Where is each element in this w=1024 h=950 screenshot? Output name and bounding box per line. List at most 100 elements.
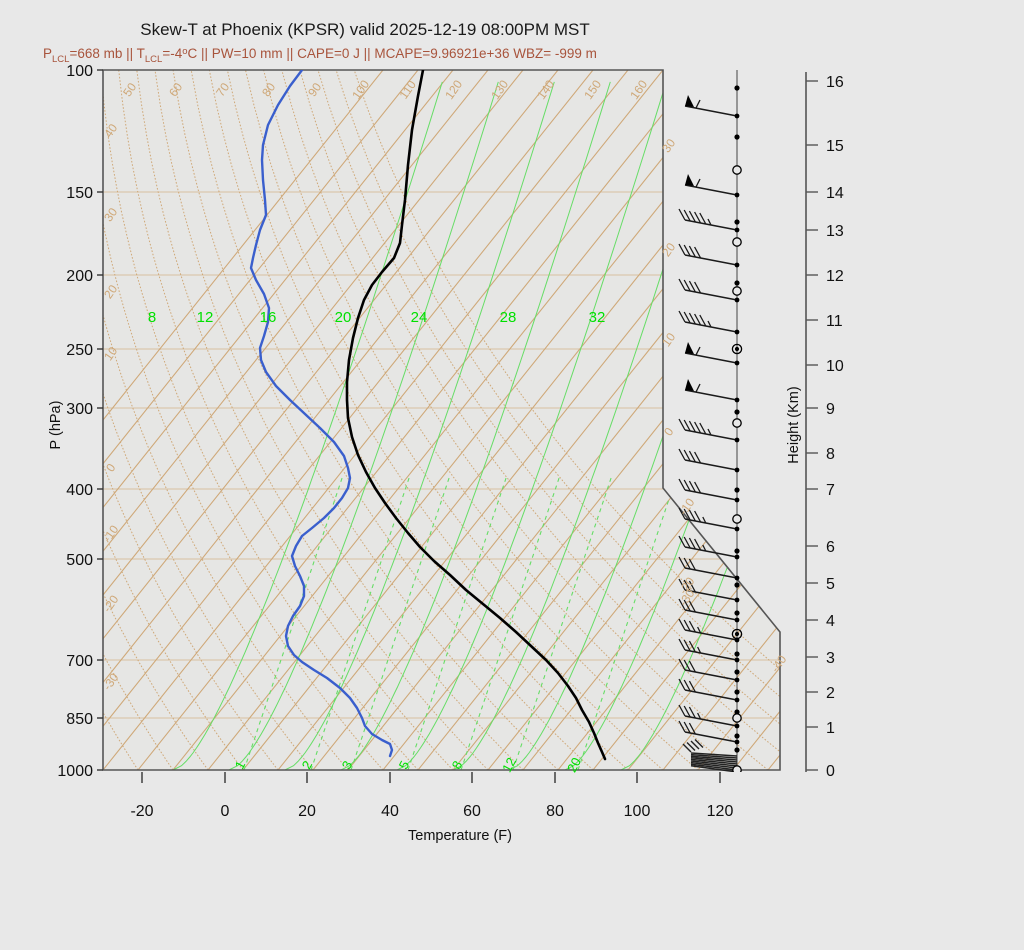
wind-level-dot <box>734 134 740 140</box>
wind-barb-origin <box>734 262 740 268</box>
wind-barb-feather <box>688 280 696 293</box>
wind-barb-feather <box>678 556 686 569</box>
wind-barb-feather <box>678 278 686 291</box>
isotherm-line-90 <box>522 70 780 770</box>
isotherm-line-120 <box>627 70 780 770</box>
grid-layer <box>103 70 780 770</box>
wind-barb-shaft <box>690 752 738 757</box>
dry-adiabat-120 <box>208 70 629 770</box>
mixing-ratio-line-8 <box>460 475 561 770</box>
wind-barb-shaft <box>684 289 738 301</box>
sounding-curves <box>249 70 607 761</box>
pressure-tick-label: 300 <box>66 401 93 418</box>
wind-barb-panel <box>678 70 743 772</box>
isotherm-line--70 <box>103 70 524 770</box>
pressure-tick-label: 500 <box>66 552 93 569</box>
wind-barb-shaft <box>684 649 738 661</box>
moist-adiabat-3 <box>340 81 611 770</box>
wind-barb-feather <box>678 418 686 431</box>
pressure-tick-label: 700 <box>66 653 93 670</box>
wind-barb-shaft <box>684 629 738 641</box>
tlcl-value: =-4 <box>162 46 182 61</box>
wind-barb-half-feather <box>695 346 701 356</box>
wind-barb-feather <box>688 680 696 693</box>
wind-barb-feather <box>688 706 696 719</box>
height-tick-label: 9 <box>826 401 835 418</box>
wind-barb-feather <box>688 640 696 653</box>
wind-barb-feather <box>699 314 707 327</box>
height-tick-label: 4 <box>826 613 835 630</box>
wind-barb-shaft <box>690 753 738 759</box>
temperature-axis-title: Temperature (F) <box>408 828 512 844</box>
wind-barb-half-feather <box>702 516 707 524</box>
mixing-ratio-line-5 <box>407 475 508 770</box>
wind-barb-origin <box>734 297 740 303</box>
wind-level-dot <box>734 409 740 415</box>
wind-barb-feather <box>688 312 696 325</box>
wind-speed-label: 24 <box>411 309 428 326</box>
height-tick-label: 12 <box>826 268 844 285</box>
temperature-curve <box>345 70 607 761</box>
wind-barb-feather <box>688 620 696 633</box>
temperature-tick-label: 100 <box>624 803 651 820</box>
wind-barb-feather <box>694 510 702 523</box>
height-tick-label: 5 <box>826 576 835 593</box>
wind-barb-feather <box>683 311 691 324</box>
wind-barb-origin <box>734 617 740 623</box>
wind-barb-feather <box>678 704 686 717</box>
wind-barb-half-feather <box>707 218 712 226</box>
dry-adiabat-80 <box>136 70 489 770</box>
wind-barb-shaft <box>684 715 738 727</box>
wind-level-circle <box>732 765 742 772</box>
temperature-tick-label: 120 <box>707 803 734 820</box>
wind-barb-feather <box>688 600 696 613</box>
tlcl-subscript: LCL <box>145 54 162 65</box>
isotherm-line-100 <box>557 70 780 770</box>
wind-barb-half-feather <box>695 178 701 188</box>
temperature-axis: Temperature (F) <box>408 828 512 844</box>
height-tick-label: 11 <box>826 313 843 330</box>
wind-barb-shaft <box>690 755 738 761</box>
mixing-ratio-line-12 <box>512 475 613 770</box>
wind-barb-shaft <box>684 389 738 401</box>
wind-barb-shaft <box>684 105 738 117</box>
mixing-ratio-label: 20 <box>564 755 584 775</box>
temperature-tick-label: 80 <box>546 803 564 820</box>
wind-barb-feather <box>683 579 691 592</box>
dry-adiabat-190 <box>335 70 780 770</box>
wind-level-circle <box>732 514 742 524</box>
wind-barb-feather <box>690 740 700 750</box>
moist-adiabat-5 <box>452 81 723 770</box>
wind-speed-label: 20 <box>335 309 352 326</box>
wind-barb-feather <box>678 535 686 548</box>
wind-barb-feather <box>688 210 696 223</box>
temperature-tick-label: 20 <box>298 803 316 820</box>
wind-barb-feather <box>694 538 702 551</box>
pressure-tick-label: 1000 <box>57 763 93 780</box>
wind-barb-half-feather <box>697 646 702 654</box>
wind-barb-pennant <box>685 174 694 186</box>
plcl-value: =668 mb || <box>69 46 136 61</box>
wind-barb-shaft <box>684 518 738 530</box>
wind-barb-feather <box>683 557 691 570</box>
wind-barb-feather <box>683 449 691 462</box>
wind-barb-feather <box>678 448 686 461</box>
wind-barb-feather <box>683 599 691 612</box>
wind-barb-origin <box>734 437 740 443</box>
wind-barb-pennant <box>685 95 694 107</box>
dry-adiabat-20 <box>103 70 279 770</box>
wind-barb-shaft <box>690 765 738 772</box>
wind-barb-feather <box>678 678 686 691</box>
wind-barb-feather <box>678 310 686 323</box>
isotherm-line--90 <box>103 70 454 770</box>
wind-level-circle <box>732 286 742 296</box>
moist-adiabat-0 <box>172 81 443 770</box>
wind-barb-origin <box>734 497 740 503</box>
wind-barb-feather <box>682 743 692 753</box>
temperature-tick-label: 0 <box>221 803 230 820</box>
pressure-tick-label: 250 <box>66 342 93 359</box>
wind-level-ring-center <box>734 631 740 637</box>
page-title: Skew-T at Phoenix (KPSR) valid 2025-12-1… <box>140 20 589 39</box>
wind-barb-origin <box>734 575 740 581</box>
wind-barb-feather <box>678 638 686 651</box>
